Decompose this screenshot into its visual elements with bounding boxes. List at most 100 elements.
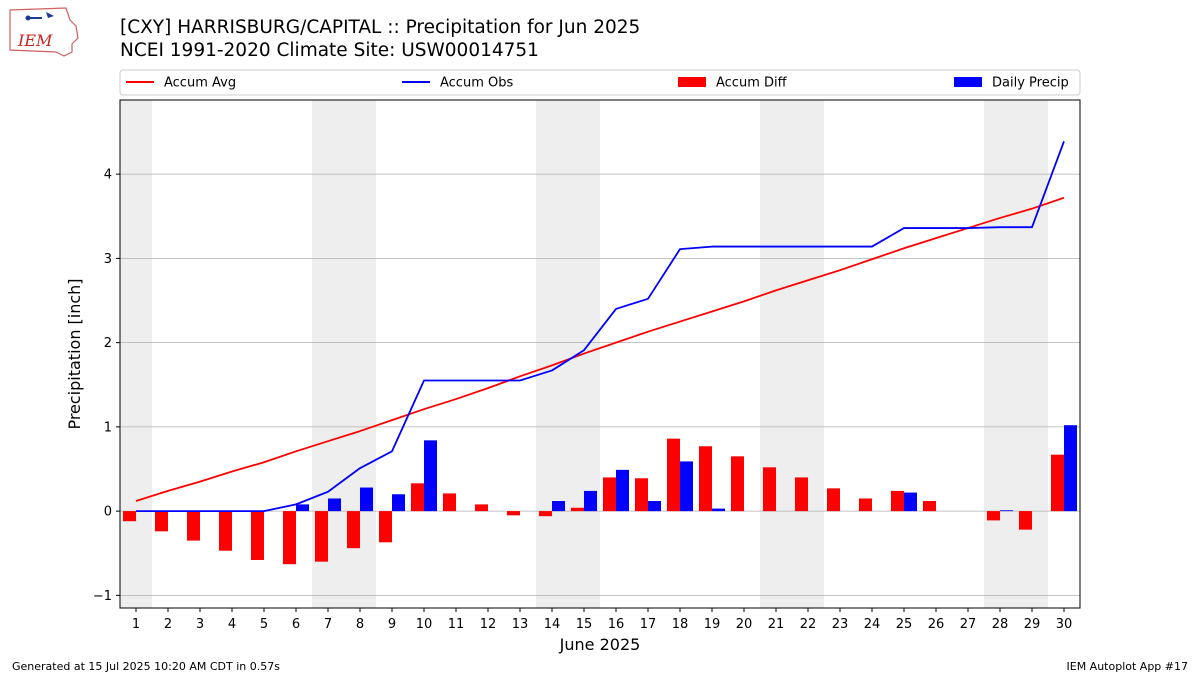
accum-diff-bar [987, 511, 1000, 521]
generated-note: Generated at 15 Jul 2025 10:20 AM CDT in… [12, 660, 280, 673]
x-tick-label: 2 [164, 617, 172, 632]
x-tick-label: 28 [992, 617, 1009, 632]
x-tick-label: 13 [512, 617, 529, 632]
daily-precip-bar [424, 440, 437, 512]
x-tick-label: 23 [832, 617, 849, 632]
legend-label: Accum Obs [440, 76, 513, 91]
weekend-band [536, 100, 568, 608]
daily-precip-bar [648, 501, 661, 512]
x-tick-label: 12 [480, 617, 497, 632]
app-note: IEM Autoplot App #17 [1066, 660, 1189, 673]
x-tick-label: 16 [608, 617, 625, 632]
iem-logo: IEM [9, 7, 79, 57]
daily-precip-bar [296, 504, 309, 512]
accum-diff-bar [635, 478, 648, 512]
accum-diff-bar [667, 438, 680, 512]
daily-precip-bar [1000, 510, 1013, 512]
legend-label: Daily Precip [992, 76, 1069, 91]
accum-diff-bar [347, 511, 360, 549]
accum-diff-bar [603, 477, 616, 512]
plot-frame [119, 99, 1081, 609]
x-tick-label: 18 [672, 617, 689, 632]
accum-diff-bar [891, 490, 904, 512]
x-tick-label: 4 [228, 617, 236, 632]
accum-diff-bar [1019, 511, 1032, 530]
accum-diff-bar [187, 511, 200, 541]
x-tick-label: 19 [704, 617, 721, 632]
daily-precip-bar [552, 501, 565, 512]
weekend-band [984, 100, 1016, 608]
x-tick-label: 8 [356, 617, 364, 632]
y-tick-label: 4 [104, 168, 112, 183]
legend-swatch [954, 77, 982, 87]
y-tick-label: 3 [104, 252, 112, 267]
daily-precip-bar [328, 498, 341, 512]
x-tick-label: 6 [292, 617, 300, 632]
accum-diff-bar [795, 477, 808, 512]
x-tick-label: 14 [544, 617, 561, 632]
x-tick-label: 29 [1024, 617, 1041, 632]
accum-diff-bar [539, 511, 552, 517]
accum-diff-bar [731, 456, 744, 512]
accum-diff-bar [507, 511, 520, 516]
x-tick-label: 24 [864, 617, 881, 632]
x-tick-label: 27 [960, 617, 977, 632]
x-tick-label: 22 [800, 617, 817, 632]
accum-diff-bar [251, 511, 264, 560]
x-tick-label: 11 [448, 617, 465, 632]
legend-label: Accum Diff [716, 76, 788, 91]
accum-diff-bar [475, 504, 488, 512]
accum-diff-bar [763, 467, 776, 512]
accum-diff-bar [123, 511, 136, 522]
accum-diff-bar [923, 501, 936, 512]
x-tick-label: 25 [896, 617, 913, 632]
accum-avg-line [135, 196, 1065, 502]
daily-precip-bar [392, 494, 405, 512]
x-tick-label: 3 [196, 617, 204, 632]
accum-diff-bar [571, 507, 584, 512]
daily-precip-bar [360, 487, 373, 512]
x-tick-label: 17 [640, 617, 657, 632]
accum-diff-bar [1051, 454, 1064, 512]
daily-precip-bar [616, 469, 629, 512]
x-tick-label: 21 [768, 617, 785, 632]
x-tick-label: 1 [132, 617, 140, 632]
y-tick-label: 1 [104, 420, 112, 435]
weekend-band [792, 100, 824, 608]
y-tick-label: −1 [93, 589, 112, 604]
accum-diff-bar [827, 488, 840, 512]
x-tick-label: 10 [416, 617, 433, 632]
accum-diff-bar [859, 498, 872, 512]
accum-diff-bar [699, 446, 712, 512]
y-axis-label: Precipitation [inch] [65, 278, 84, 429]
y-tick-label: 2 [104, 336, 112, 351]
legend-box [119, 69, 1081, 96]
weekend-band [1016, 100, 1048, 608]
accum-diff-bar [443, 493, 456, 512]
chart-subtitle: NCEI 1991-2020 Climate Site: USW00014751 [120, 40, 539, 61]
daily-precip-bar [904, 492, 917, 512]
daily-precip-bar [1064, 425, 1077, 512]
logo-text: IEM [17, 31, 53, 50]
daily-precip-bar [584, 490, 597, 512]
x-tick-label: 15 [576, 617, 593, 632]
legend-swatch [678, 77, 706, 87]
x-tick-label: 5 [260, 617, 268, 632]
accum-diff-bar [283, 511, 296, 565]
x-axis-label: June 2025 [559, 635, 641, 654]
accum-diff-bar [219, 511, 232, 551]
weekend-band [760, 100, 792, 608]
y-tick-label: 0 [104, 505, 112, 520]
accum-diff-bar [315, 511, 328, 562]
weekend-band [120, 100, 152, 608]
x-tick-label: 9 [388, 617, 396, 632]
chart-title: [CXY] HARRISBURG/CAPITAL :: Precipitatio… [120, 17, 641, 38]
accum-diff-bar [379, 511, 392, 543]
x-tick-label: 20 [736, 617, 753, 632]
accum-diff-bar [155, 511, 168, 532]
legend-label: Accum Avg [164, 76, 236, 91]
accum-obs-line [136, 140, 1065, 513]
daily-precip-bar [712, 508, 725, 512]
daily-precip-bar [680, 461, 693, 512]
